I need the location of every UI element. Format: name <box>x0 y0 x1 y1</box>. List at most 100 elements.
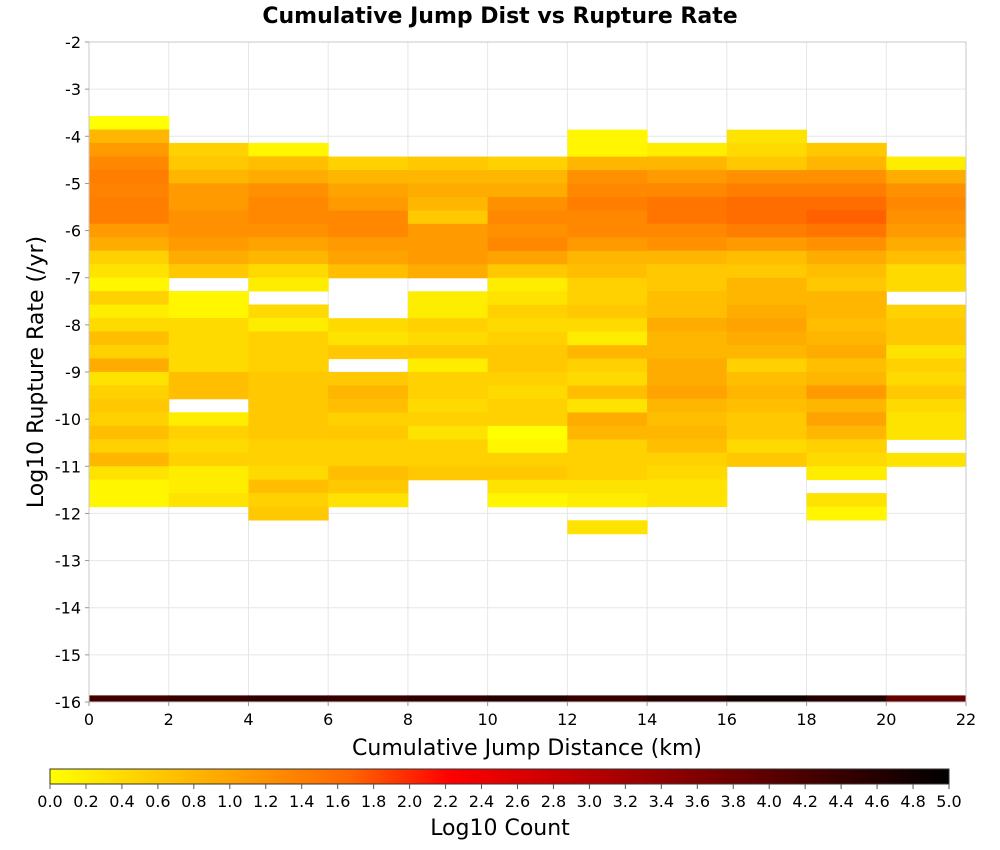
heatmap-cell <box>886 237 967 252</box>
heatmap-cell <box>806 142 887 157</box>
heatmap-cell <box>487 479 568 494</box>
heatmap-cell <box>248 412 329 427</box>
heatmap-cell <box>647 304 728 319</box>
colorbar-ticks: 0.0 0.2 0.4 0.6 0.8 1.0 1.2 1.4 1.6 1.8 2.0 2.2 2.4 2… <box>37 784 962 811</box>
heatmap-cell <box>806 169 887 184</box>
heatmap-cell <box>487 358 568 373</box>
heatmap-cell <box>567 237 648 252</box>
heatmap-cell <box>248 466 329 481</box>
heatmap-cell <box>328 170 409 184</box>
heatmap-cell <box>487 695 568 702</box>
heatmap-cell <box>328 452 409 467</box>
heatmap-cell <box>328 183 409 198</box>
heatmap-cell <box>168 304 249 319</box>
heatmap-cell <box>89 439 170 454</box>
heatmap-cell <box>168 169 249 184</box>
y-tick-label: -2 <box>65 33 81 52</box>
x-tick-label: 6 <box>323 710 333 729</box>
heatmap-cell <box>407 398 489 413</box>
heatmap-cell <box>647 142 728 157</box>
heatmap-cell <box>407 318 489 333</box>
heatmap-cell <box>328 398 409 413</box>
colorbar-tick-label: 0.6 <box>145 792 170 811</box>
heatmap-cell <box>726 250 808 265</box>
heatmap-cell <box>328 385 409 400</box>
y-tick-label: -12 <box>55 504 81 523</box>
heatmap-cell <box>328 372 409 387</box>
heatmap-cell <box>806 264 887 279</box>
heatmap-cell <box>407 425 489 440</box>
heatmap-cell <box>886 183 967 198</box>
heatmap-cell <box>726 345 808 360</box>
heatmap-cell <box>806 223 887 238</box>
heatmap-cell <box>248 264 329 279</box>
heatmap-cell <box>886 385 967 400</box>
colorbar-tick-label: 4.0 <box>756 792 781 811</box>
x-tick-label: 22 <box>956 710 976 729</box>
heatmap-cell <box>89 412 170 427</box>
colorbar-tick-label: 1.0 <box>217 792 242 811</box>
colorbar-tick-label: 2.8 <box>541 792 566 811</box>
y-axis-ticks: -2 -3 -4 -5 -6 -7 -8 -9 -10 -11 -12 -13 -14 -15 -16 <box>55 33 89 712</box>
heatmap-cell <box>328 466 409 481</box>
heatmap-cell <box>726 372 808 387</box>
heatmap-cell <box>328 695 409 702</box>
y-tick-label: -5 <box>65 174 81 193</box>
heatmap-cell <box>89 479 170 494</box>
heatmap-cell <box>647 452 728 467</box>
heatmap-cell <box>647 466 728 481</box>
heatmap-cell <box>806 237 887 252</box>
heatmap-cell <box>89 196 170 211</box>
heatmap-cell <box>567 291 648 306</box>
heatmap-cell <box>647 223 728 238</box>
heatmap-cell <box>328 345 409 360</box>
heatmap-cell <box>407 196 489 211</box>
heatmap-cell <box>806 493 887 508</box>
heatmap-cell <box>806 291 887 306</box>
heatmap-cell <box>248 196 329 211</box>
colorbar-tick-label: 4.4 <box>828 792 853 811</box>
heatmap-cell <box>328 264 409 279</box>
heatmap-cell <box>806 304 887 319</box>
colorbar-tick-label: 2.2 <box>433 792 458 811</box>
heatmap-cell <box>567 264 648 279</box>
heatmap-cell <box>487 345 568 360</box>
heatmap-cell <box>567 385 648 400</box>
heatmap-cell <box>248 344 329 359</box>
heatmap-cell <box>407 358 489 373</box>
heatmap-cell <box>248 452 329 467</box>
heatmap-cell <box>647 358 728 373</box>
heatmap-cell <box>407 466 489 481</box>
heatmap-cell <box>328 196 409 211</box>
heatmap-cell <box>647 398 728 413</box>
heatmap-cell <box>567 210 648 225</box>
heatmap-cell <box>886 358 967 373</box>
heatmap-cell <box>647 331 728 346</box>
heatmap-cell <box>168 196 249 211</box>
heatmap-cell <box>806 439 887 454</box>
heatmap-cell <box>726 237 808 252</box>
heatmap-cell <box>248 493 329 508</box>
heatmap-cell <box>328 479 409 494</box>
heatmap-cell <box>168 371 249 386</box>
heatmap-cell <box>567 183 648 198</box>
heatmap-cell <box>726 197 808 211</box>
heatmap-cell <box>567 143 648 158</box>
heatmap-cell <box>487 398 568 413</box>
heatmap-cell <box>886 695 967 702</box>
heatmap-cell <box>248 210 329 225</box>
heatmap-cell <box>407 695 489 702</box>
y-tick-label: -14 <box>55 599 81 618</box>
colorbar-tick-label: 2.6 <box>505 792 530 811</box>
heatmap-cell <box>168 237 249 252</box>
heatmap-cell <box>168 317 249 332</box>
colorbar-tick-label: 4.2 <box>792 792 817 811</box>
heatmap-cell <box>886 331 967 346</box>
heatmap-cell <box>168 156 249 171</box>
heatmap-cell <box>89 358 170 373</box>
colorbar-label: Log10 Count <box>430 816 570 841</box>
heatmap-cell <box>647 425 728 440</box>
colorbar-tick-label: 1.4 <box>289 792 314 811</box>
heatmap-cell <box>487 493 568 508</box>
